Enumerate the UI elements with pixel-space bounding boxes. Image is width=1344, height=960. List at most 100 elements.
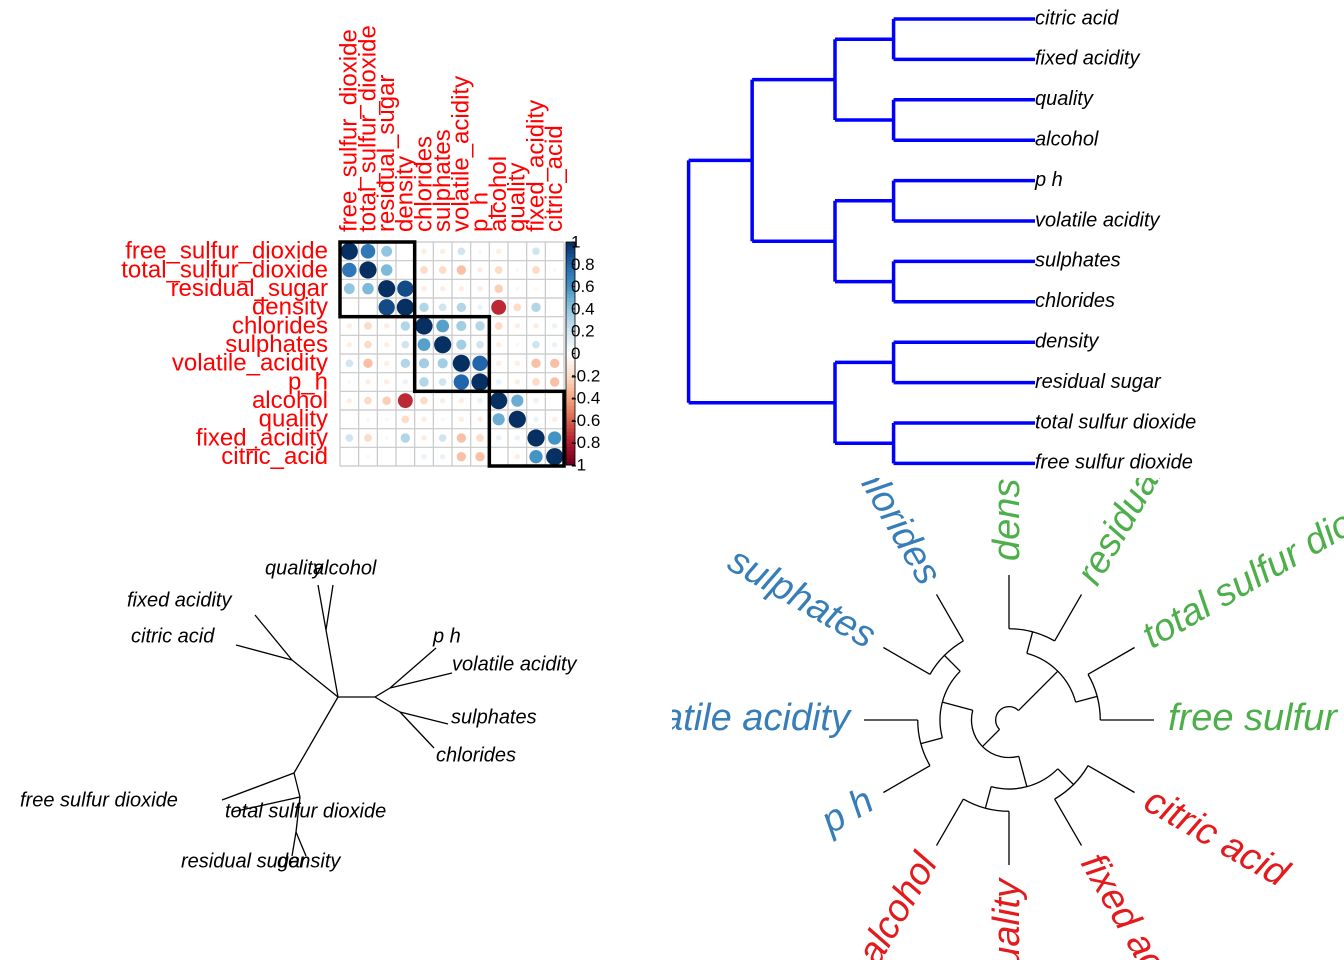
- correlation-dot: [471, 373, 489, 391]
- corrplot-panel: free_sulfur_dioxidefree_sulfur_dioxideto…: [121, 25, 600, 474]
- leaf-label: quality: [265, 557, 324, 579]
- correlation-dot: [546, 448, 564, 466]
- correlation-dot: [495, 379, 502, 385]
- colorbar-step: [566, 375, 575, 381]
- colorbar-step: [566, 435, 575, 440]
- correlation-dot: [383, 379, 390, 385]
- correlation-dot: [402, 379, 409, 385]
- branch: [295, 831, 307, 857]
- leaf-label: free sulfur dioxide: [1035, 452, 1193, 474]
- colorbar-step: [566, 416, 575, 421]
- correlation-dot: [421, 285, 427, 292]
- column-label: residual_sugar: [373, 75, 400, 232]
- column-label: quality: [504, 163, 531, 232]
- correlation-dot: [495, 341, 502, 348]
- leaf-label: total sulfur dioxide: [1035, 411, 1196, 433]
- colorbar-step: [566, 249, 575, 254]
- correlation-dot: [362, 282, 374, 295]
- leaf-label: residual sugar: [181, 850, 308, 872]
- leaf-label: density: [1035, 330, 1099, 352]
- colorbar-step: [566, 461, 575, 466]
- colorbar-step: [566, 450, 575, 455]
- row-label: fixed_acidity: [196, 424, 328, 451]
- correlation-dot: [533, 397, 539, 404]
- correlation-dot: [419, 377, 429, 387]
- cluster-box: [412, 314, 492, 394]
- correlation-dot: [421, 416, 427, 423]
- correlation-dot: [439, 397, 446, 404]
- correlation-dot: [343, 283, 355, 295]
- correlation-dot: [531, 358, 541, 369]
- correlation-dot: [456, 339, 467, 350]
- colorbar-step: [566, 353, 575, 358]
- correlation-dot: [439, 248, 446, 255]
- correlation-dot: [346, 397, 353, 404]
- colorbar-step: [566, 453, 575, 459]
- correlation-dot: [515, 268, 520, 272]
- correlation-dot: [456, 433, 467, 443]
- correlation-dot: [456, 320, 467, 332]
- correlation-dot: [440, 417, 445, 422]
- correlation-dot: [495, 360, 502, 367]
- colorbar-step: [566, 357, 575, 362]
- branch: [293, 696, 339, 774]
- branch: [399, 711, 449, 725]
- leaf-label: alcohol: [849, 845, 946, 960]
- row-label: free_sulfur_dioxide: [125, 238, 328, 265]
- correlation-dot: [420, 396, 428, 405]
- colorbar-step: [566, 398, 575, 403]
- correlation-dot: [364, 396, 372, 405]
- branch: [254, 614, 293, 661]
- branch: [374, 696, 401, 713]
- colorbar-step: [566, 405, 575, 410]
- colorbar-step: [566, 264, 575, 269]
- correlation-dot: [381, 245, 393, 257]
- branch: [1057, 768, 1074, 785]
- correlation-dot: [477, 416, 483, 423]
- correlation-dot: [514, 435, 521, 441]
- leaf-label: residual sugar: [1035, 371, 1162, 393]
- colorbar-step: [566, 316, 575, 321]
- correlation-dot: [437, 358, 448, 369]
- colorbar-step: [566, 364, 575, 369]
- correlation-dot: [438, 303, 447, 312]
- correlation-dot: [397, 393, 413, 409]
- cluster-box: [338, 240, 417, 319]
- colorbar-step: [566, 253, 575, 258]
- colorbar-step: [566, 409, 575, 414]
- leaf-label: citric acid: [131, 625, 215, 647]
- correlation-dot: [401, 340, 410, 349]
- correlation-dot: [346, 323, 353, 329]
- colorbar-step: [566, 424, 575, 429]
- colorbar-step: [566, 271, 575, 276]
- leaf-label: total sulfur dioxide: [225, 800, 386, 822]
- correlation-dot: [475, 321, 485, 331]
- row-label: total_sulfur_dioxide: [121, 256, 328, 283]
- colorbar-label: -0.2: [571, 366, 600, 385]
- branch: [1075, 695, 1098, 703]
- column-label: total_sulfur_dioxide: [354, 25, 381, 232]
- branch: [293, 772, 301, 798]
- correlation-dot: [380, 264, 393, 276]
- branch: [389, 647, 437, 689]
- row-label: alcohol: [252, 387, 328, 414]
- colorbar-step: [566, 383, 575, 388]
- correlation-dot: [511, 394, 524, 407]
- leaf-label: fixed acidity: [1035, 48, 1140, 70]
- correlation-dot: [477, 285, 483, 292]
- colorbar-step: [566, 386, 575, 392]
- correlation-dot: [397, 280, 414, 297]
- correlation-dot: [345, 434, 354, 442]
- branch: [295, 796, 301, 833]
- colorbar-step: [566, 279, 575, 284]
- row-label: sulphates: [225, 331, 328, 358]
- row-label: density: [252, 294, 328, 321]
- colorbar-step: [566, 446, 575, 451]
- correlation-dot: [494, 284, 503, 293]
- colorbar-step: [566, 305, 575, 310]
- colorbar-step: [566, 308, 575, 314]
- correlation-dot: [347, 380, 352, 384]
- leaf-label: p h: [432, 625, 461, 647]
- correlation-dot: [532, 340, 540, 349]
